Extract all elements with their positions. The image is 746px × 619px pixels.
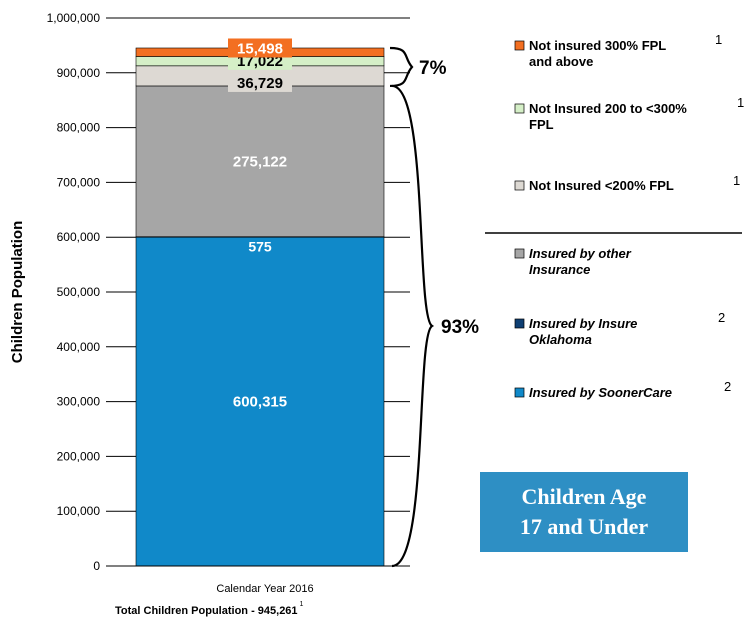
y-axis-ticks: 0 100,000 200,000 300,000 400,000 500,000 600,…: [47, 11, 101, 573]
legend-entry: Not Insured 200 to <300% FPL: [529, 101, 687, 132]
y-tick-label: 1,000,000: [47, 11, 101, 25]
legend-entry: Not Insured <200% FPL: [529, 178, 674, 193]
legend-superscript: 2: [718, 310, 725, 325]
legend: Not insured 300% FPL and above 1 Not Insure…: [485, 32, 744, 400]
brace-not-insured: [389, 46, 414, 88]
legend-superscript: 1: [733, 173, 740, 188]
chart-footer: Total Children Population - 945,261 1: [115, 601, 304, 617]
y-tick-label: 900,000: [57, 66, 101, 80]
y-tick-label: 300,000: [57, 395, 101, 409]
legend-swatch: [514, 248, 525, 259]
bar-segments: [135, 47, 385, 567]
y-tick-label: 600,000: [57, 230, 101, 244]
legend-superscript: 2: [724, 379, 731, 394]
segment-value-label: 575: [248, 239, 272, 255]
badge-line-1: Children Age: [521, 484, 647, 509]
footer-superscript: 1: [298, 601, 304, 608]
badge-line-2: 17 and Under: [519, 514, 649, 539]
bar-segment: [135, 236, 385, 567]
legend-swatch: [514, 318, 525, 329]
y-tick-label: 700,000: [57, 175, 101, 189]
legend-swatch: [514, 103, 525, 114]
legend-swatch: [514, 40, 525, 51]
y-tick-label: 400,000: [57, 340, 101, 354]
segment-label-box: [228, 38, 292, 58]
legend-entry: Not insured 300% FPL and above: [529, 38, 666, 69]
legend-entry: Insured by SoonerCare: [529, 385, 672, 400]
segment-value-label: 275,122: [233, 153, 287, 170]
legend-superscript: 1: [715, 32, 722, 47]
segment-value-label: 36,729: [237, 75, 283, 92]
age-badge: Children Age 17 and Under: [480, 472, 688, 552]
segment-value-label: 600,315: [233, 394, 287, 411]
brace-label-not-insured: 7%: [419, 58, 447, 79]
x-category-label: Calendar Year 2016: [216, 583, 313, 595]
segment-label-box: [228, 72, 292, 92]
braces: 7% 93%: [389, 46, 479, 568]
legend-swatch: [514, 387, 525, 398]
legend-entry: Insured by other Insurance: [529, 246, 632, 277]
brace-insured: [391, 84, 435, 568]
y-tick-label: 500,000: [57, 285, 101, 299]
y-tick-label: 0: [93, 559, 100, 573]
legend-entry: Insured by Insure Oklahoma: [529, 316, 637, 347]
legend-swatch: [514, 180, 525, 191]
segment-value-label: 15,498: [237, 40, 283, 57]
y-tick-label: 100,000: [57, 504, 101, 518]
y-tick-label: 800,000: [57, 121, 101, 135]
legend-superscript: 1: [737, 95, 744, 110]
y-tick-label: 200,000: [57, 449, 101, 463]
y-axis-label: Children Population: [9, 221, 26, 364]
brace-label-insured: 93%: [441, 317, 479, 338]
